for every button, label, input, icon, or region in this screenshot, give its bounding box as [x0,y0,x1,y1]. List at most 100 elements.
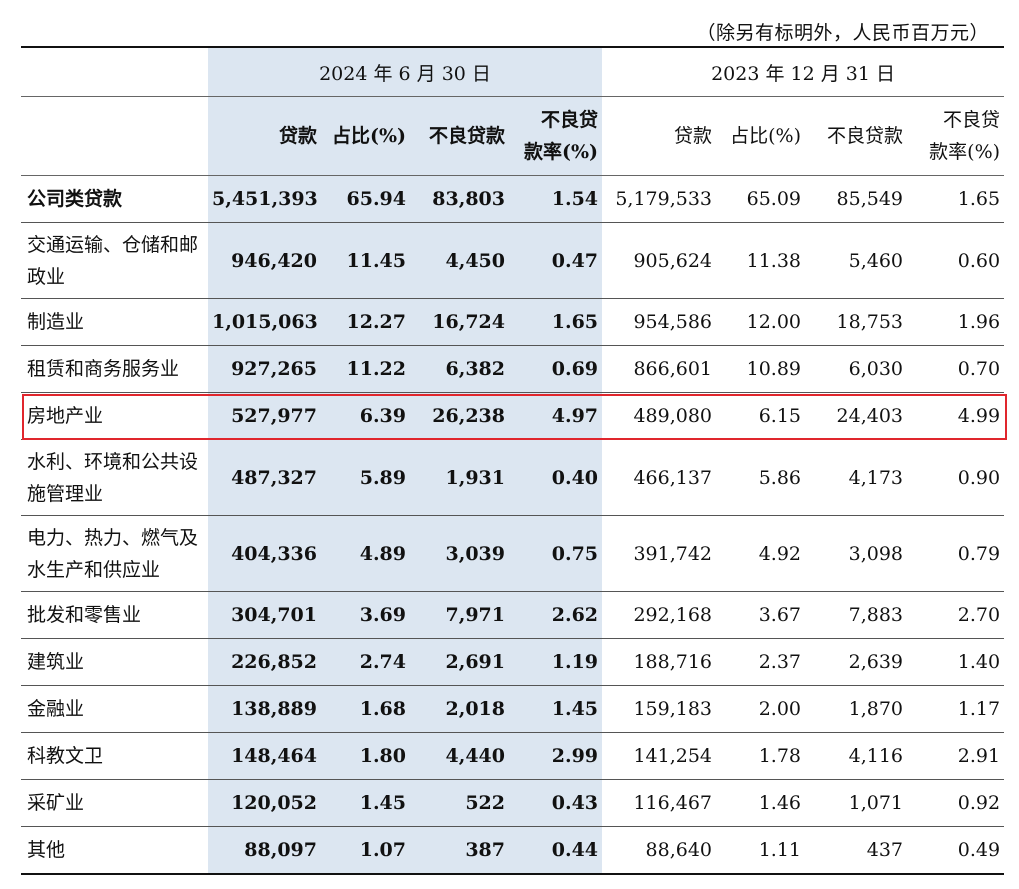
cell-current-npl: 522 [410,779,509,827]
cell-current-npl: 2,691 [410,638,509,686]
cell-prior-loan: 159,183 [602,685,717,733]
cell-current-npl: 1,931 [410,439,509,516]
cell-prior-npl: 5,460 [805,222,908,299]
cell-current-loan: 1,015,063 [208,298,321,346]
cell-current-share: 1.45 [321,779,410,827]
cell-current-npl: 2,018 [410,685,509,733]
cell-current-npl-ratio: 1.54 [509,175,603,223]
cell-current-npl: 83,803 [410,175,509,223]
table-row: 公司类贷款 5,451,393 65.94 83,803 1.54 5,179,533 65… [21,175,1005,223]
cell-prior-share: 1.11 [716,826,806,875]
cell-prior-npl: 6,030 [805,345,908,393]
cell-prior-share: 2.00 [716,685,806,733]
cell-current-share: 1.07 [321,826,410,875]
cell-current-loan: 120,052 [208,779,321,827]
col-prior-share: 占比(%) [716,96,806,176]
row-label: 建筑业 [21,638,208,686]
cell-prior-npl-ratio: 2.70 [907,591,1005,639]
cell-prior-npl: 437 [805,826,908,875]
cell-prior-npl-ratio: 0.79 [907,515,1005,592]
cell-prior-share: 2.37 [716,638,806,686]
unit-note: （除另有标明外，人民币百万元） [696,22,989,44]
cell-current-npl-ratio: 0.43 [509,779,603,827]
cell-prior-loan: 141,254 [602,732,717,780]
cell-prior-loan: 866,601 [602,345,717,393]
cell-prior-share: 6.15 [716,392,806,440]
cell-prior-loan: 292,168 [602,591,717,639]
cell-current-npl: 3,039 [410,515,509,592]
cell-prior-npl: 18,753 [805,298,908,346]
table-row: 其他 88,097 1.07 387 0.44 88,640 1.11 437 0.49 [21,826,1005,875]
cell-prior-npl: 7,883 [805,591,908,639]
cell-current-npl-ratio: 0.44 [509,826,603,875]
loan-industry-table: 2024 年 6 月 30 日 2023 年 12 月 31 日 贷款 占比(%… [21,46,1005,875]
cell-current-share: 6.39 [321,392,410,440]
col-current-share: 占比(%) [321,96,410,176]
cell-prior-npl-ratio: 1.17 [907,685,1005,733]
cell-current-loan: 304,701 [208,591,321,639]
cell-prior-npl: 24,403 [805,392,908,440]
cell-prior-npl-ratio: 4.99 [907,392,1005,440]
cell-current-npl: 4,450 [410,222,509,299]
cell-prior-share: 3.67 [716,591,806,639]
cell-current-npl: 6,382 [410,345,509,393]
col-prior-npl-ratio-line1: 不良贷 [943,109,1001,131]
col-current-loan: 贷款 [208,96,321,176]
cell-current-loan: 148,464 [208,732,321,780]
cell-prior-npl-ratio: 0.70 [907,345,1005,393]
cell-prior-loan: 489,080 [602,392,717,440]
cell-current-loan: 404,336 [208,515,321,592]
cell-current-loan: 527,977 [208,392,321,440]
cell-current-share: 11.22 [321,345,410,393]
period-current: 2024 年 6 月 30 日 [208,46,603,97]
cell-prior-npl: 85,549 [805,175,908,223]
cell-current-npl-ratio: 0.75 [509,515,603,592]
cell-prior-npl-ratio: 1.40 [907,638,1005,686]
column-header-row: 贷款 占比(%) 不良贷款 不良贷 款率(%) 贷款 占比(%) 不良贷款 不良… [21,96,1005,176]
period-prior: 2023 年 12 月 31 日 [602,46,1005,97]
cell-current-share: 1.80 [321,732,410,780]
cell-prior-share: 11.38 [716,222,806,299]
row-label: 金融业 [21,685,208,733]
cell-current-npl-ratio: 1.19 [509,638,603,686]
col-prior-npl-ratio: 不良贷 款率(%) [907,96,1005,176]
cell-current-share: 3.69 [321,591,410,639]
cell-current-loan: 138,889 [208,685,321,733]
col-current-npl-ratio-line2: 款率(%) [523,141,599,163]
cell-prior-share: 65.09 [716,175,806,223]
cell-current-share: 12.27 [321,298,410,346]
cell-current-share: 1.68 [321,685,410,733]
table-row: 租赁和商务服务业 927,265 11.22 6,382 0.69 866,601 10.8… [21,345,1005,393]
cell-prior-loan: 188,716 [602,638,717,686]
cell-current-loan: 5,451,393 [208,175,321,223]
row-label: 电力、热力、燃气及水生产和供应业 [21,515,208,592]
period-header-row: 2024 年 6 月 30 日 2023 年 12 月 31 日 [21,46,1005,97]
cell-prior-loan: 116,467 [602,779,717,827]
cell-current-npl-ratio: 2.99 [509,732,603,780]
table-row: 批发和零售业 304,701 3.69 7,971 2.62 292,168 3.67 7,8… [21,591,1005,639]
cell-current-share: 65.94 [321,175,410,223]
cell-prior-share: 10.89 [716,345,806,393]
cell-prior-npl-ratio: 1.96 [907,298,1005,346]
loan-industry-table-container: 2024 年 6 月 30 日 2023 年 12 月 31 日 贷款 占比(%… [21,46,1005,875]
cell-current-npl: 16,724 [410,298,509,346]
header-blank-2 [21,96,208,176]
cell-prior-npl-ratio: 0.49 [907,826,1005,875]
row-label: 租赁和商务服务业 [21,345,208,393]
cell-current-npl-ratio: 0.69 [509,345,603,393]
cell-prior-npl: 2,639 [805,638,908,686]
cell-current-loan: 88,097 [208,826,321,875]
cell-prior-npl-ratio: 1.65 [907,175,1005,223]
table-row: 房地产业 527,977 6.39 26,238 4.97 489,080 6.15 24,4… [21,392,1005,440]
cell-current-npl-ratio: 1.45 [509,685,603,733]
header-blank [21,46,208,97]
cell-current-loan: 226,852 [208,638,321,686]
table-row: 金融业 138,889 1.68 2,018 1.45 159,183 2.00 1,870 1… [21,685,1005,733]
cell-current-npl: 4,440 [410,732,509,780]
cell-current-share: 4.89 [321,515,410,592]
cell-current-share: 2.74 [321,638,410,686]
cell-prior-loan: 391,742 [602,515,717,592]
cell-prior-npl: 3,098 [805,515,908,592]
col-prior-npl-ratio-line2: 款率(%) [929,141,1001,163]
cell-prior-loan: 954,586 [602,298,717,346]
